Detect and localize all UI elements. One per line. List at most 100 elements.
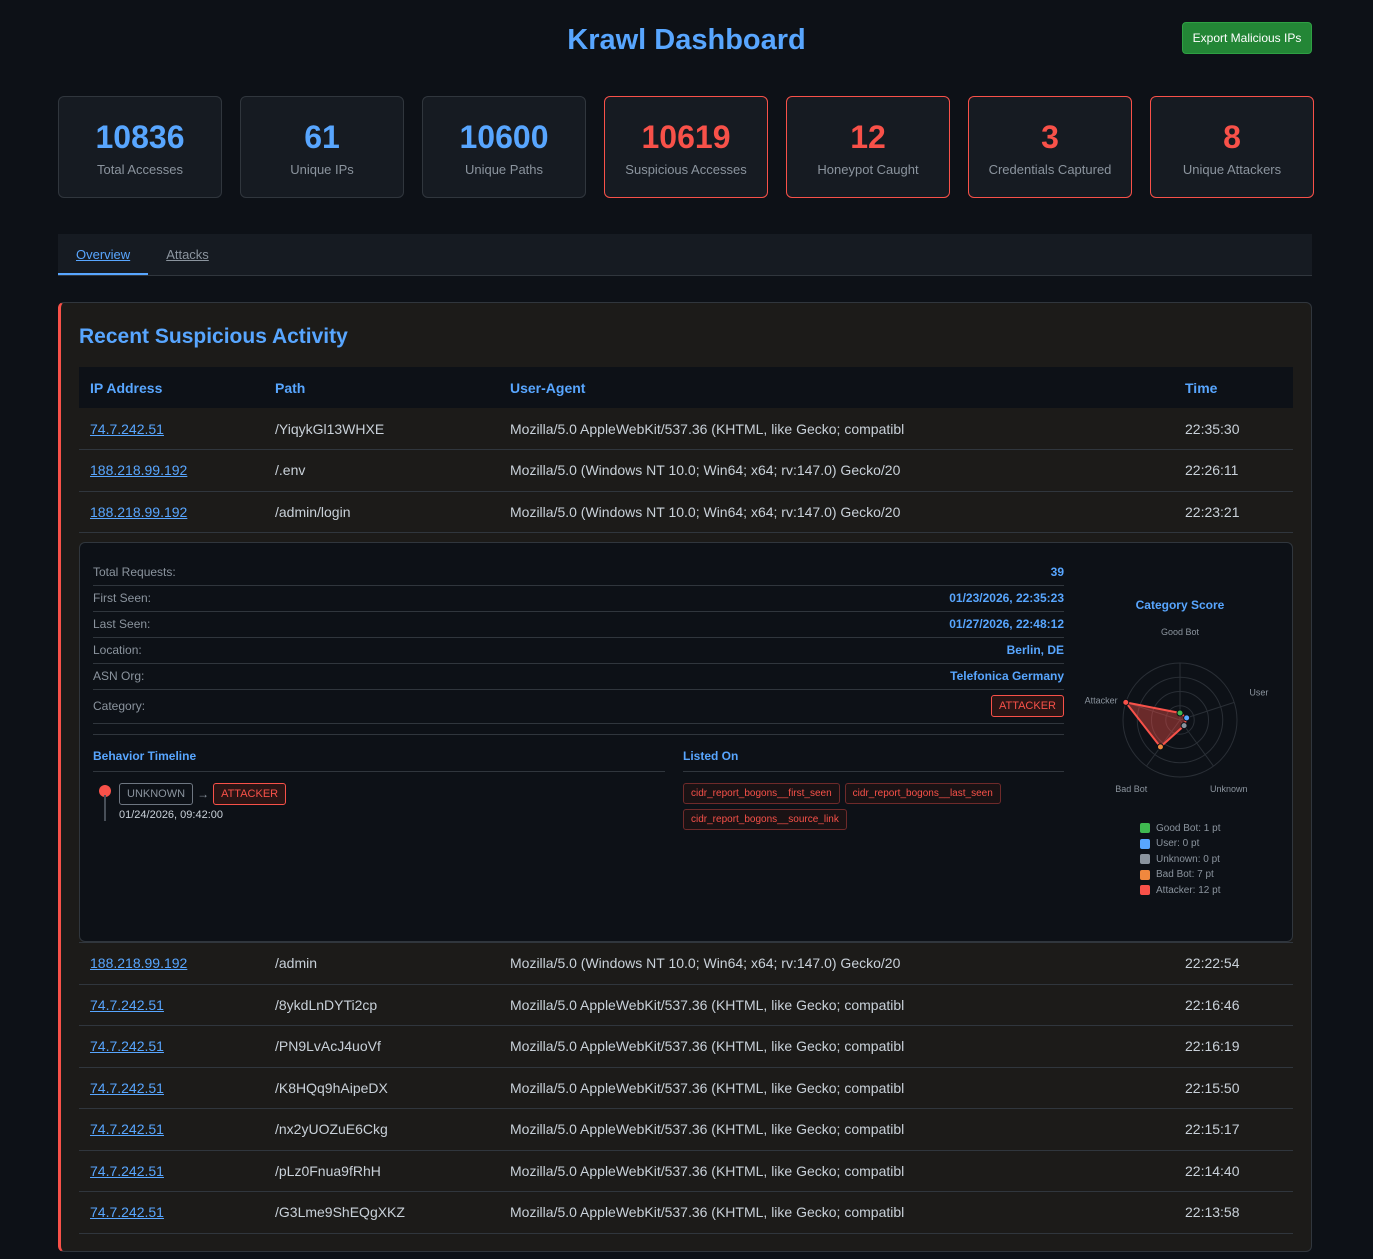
table-row[interactable]: 74.7.242.51/nx2yUOZuE6Ckg Mozilla/5.0 App…: [79, 1108, 1293, 1151]
path-cell: /admin/login: [264, 491, 499, 533]
time-cell: 22:13:58: [1174, 1191, 1293, 1234]
listed-tag: cidr_report_bogons__source_link: [683, 808, 847, 830]
field-value: 39: [1050, 565, 1064, 579]
time-cell: 22:14:40: [1174, 1150, 1293, 1192]
field-label: Location:: [93, 643, 142, 657]
table-row[interactable]: 74.7.242.51/pLz0Fnua9fRhH Mozilla/5.0 App…: [79, 1150, 1293, 1192]
stat-card: 10619 Suspicious Accesses: [604, 96, 768, 198]
stat-card: 12 Honeypot Caught: [786, 96, 950, 198]
tab-overview[interactable]: Overview: [58, 234, 149, 275]
ip-detail-panel: Total Requests: 39 First Seen: 01/23/2026,…: [79, 541, 1293, 942]
stat-label: Credentials Captured: [988, 162, 1112, 177]
ip-link[interactable]: 74.7.242.51: [90, 1038, 164, 1055]
user-agent-cell: Mozilla/5.0 AppleWebKit/537.36 (KHTML, l…: [499, 408, 1174, 450]
time-cell: 22:15:17: [1174, 1108, 1293, 1151]
path-cell: /PN9LvAcJ4uoVf: [264, 1025, 499, 1068]
divider: [93, 733, 1064, 735]
user-agent-cell: Mozilla/5.0 (Windows NT 10.0; Win64; x64…: [499, 491, 1174, 533]
time-cell: 22:26:11: [1174, 449, 1293, 492]
legend-swatch: [1140, 823, 1150, 834]
stat-label: Suspicious Accesses: [625, 162, 747, 177]
legend-swatch: [1140, 869, 1150, 880]
behavior-timeline-title: Behavior Timeline: [93, 749, 665, 772]
stat-value: 3: [1041, 119, 1059, 155]
radar-point-good-bot: [1176, 709, 1184, 716]
tab-bar: Overview Attacks: [58, 234, 1312, 276]
time-cell: 22:22:54: [1174, 942, 1293, 985]
user-agent-cell: Mozilla/5.0 AppleWebKit/537.36 (KHTML, l…: [499, 1108, 1174, 1151]
column-header-user-agent: User-Agent: [499, 367, 1174, 408]
table-row[interactable]: 188.218.99.192 /.env Mozilla/5.0 (Windows …: [79, 449, 1293, 492]
field-location: Location: Berlin, DE: [93, 638, 1064, 664]
ip-link[interactable]: 74.7.242.51: [90, 1121, 164, 1138]
table-row[interactable]: 74.7.242.51/YiqykGl13WHXE Mozilla/5.0 App…: [79, 408, 1293, 450]
ip-link[interactable]: 74.7.242.51: [90, 1204, 164, 1221]
field-label: ASN Org:: [93, 669, 145, 683]
table-row[interactable]: 74.7.242.51/G3Lme9ShEQgXKZ Mozilla/5.0 Ap…: [79, 1191, 1293, 1234]
field-label: Category:: [93, 699, 146, 713]
table-row[interactable]: 188.218.99.192/admin Mozilla/5.0 (Windows…: [79, 942, 1293, 985]
stat-value: 61: [304, 119, 340, 155]
path-cell: /8ykdLnDYTi2cp: [264, 984, 499, 1026]
ip-link[interactable]: 188.218.99.192: [90, 955, 188, 972]
ip-link[interactable]: 188.218.99.192: [90, 462, 188, 479]
radar-point-unknown: [1180, 721, 1188, 729]
stat-label: Unique IPs: [290, 162, 354, 177]
user-agent-cell: Mozilla/5.0 AppleWebKit/537.36 (KHTML, l…: [499, 1067, 1174, 1109]
ip-stats-list: Total Requests: 39 First Seen: 01/23/2026,…: [93, 560, 1064, 724]
user-agent-cell: Mozilla/5.0 AppleWebKit/537.36 (KHTML, l…: [499, 1191, 1174, 1234]
timeline-from-badge: UNKNOWN: [119, 782, 194, 805]
column-header-path: Path: [264, 367, 499, 408]
listed-tag: cidr_report_bogons__first_seen: [683, 782, 840, 804]
category-score-radar-chart: Category Score Good Bot User Unknown Bad Bot…: [1085, 598, 1269, 794]
radar-axis-label: Attacker: [1085, 695, 1118, 705]
radar-title: Category Score: [1136, 598, 1225, 612]
field-value: 01/23/2026, 22:35:23: [949, 591, 1064, 605]
legend-label: Good Bot: 1 pt: [1156, 822, 1221, 834]
recent-suspicious-activity-panel: Recent Suspicious Activity IP Address Pa…: [58, 302, 1312, 1252]
page-title: Krawl Dashboard: [567, 24, 806, 56]
export-malicious-ips-button[interactable]: Export Malicious IPs: [1182, 22, 1312, 54]
time-cell: 22:16:46: [1174, 984, 1293, 1026]
section-title: Recent Suspicious Activity: [79, 325, 348, 348]
field-last-seen: Last Seen: 01/27/2026, 22:48:12: [93, 612, 1064, 638]
arrow-icon: →: [197, 786, 210, 801]
time-cell: 22:16:19: [1174, 1025, 1293, 1068]
radar-score-area: [1123, 700, 1188, 748]
ip-link[interactable]: 74.7.242.51: [90, 1079, 164, 1096]
ip-link[interactable]: 74.7.242.51: [90, 420, 164, 437]
listed-on-tags: cidr_report_bogons__first_seen cidr_repo…: [683, 782, 1073, 830]
radar-point-bad-bot: [1156, 742, 1164, 750]
legend-label: Attacker: 12 pt: [1156, 884, 1221, 896]
ip-link[interactable]: 188.218.99.192: [90, 503, 188, 520]
table-row[interactable]: 74.7.242.51/8ykdLnDYTi2cp Mozilla/5.0 App…: [79, 984, 1293, 1026]
table-row[interactable]: 74.7.242.51/K8HQq9hAipeDX Mozilla/5.0 App…: [79, 1067, 1293, 1109]
legend-swatch: [1140, 838, 1150, 849]
stat-card: 10836 Total Accesses: [58, 96, 222, 198]
stat-value: 8: [1223, 119, 1241, 155]
field-label: Last Seen:: [93, 617, 151, 631]
path-cell: /K8HQq9hAipeDX: [264, 1067, 499, 1109]
table-row[interactable]: 74.7.242.51/PN9LvAcJ4uoVf Mozilla/5.0 App…: [79, 1025, 1293, 1068]
listed-tag: cidr_report_bogons__last_seen: [844, 782, 1001, 804]
field-value: Telefonica Germany: [950, 669, 1064, 683]
ip-link[interactable]: 74.7.242.51: [90, 996, 164, 1013]
radar-point-attacker: [1122, 698, 1130, 706]
timeline-dot-icon: [99, 784, 111, 797]
path-cell: /.env: [264, 449, 499, 492]
stat-label: Total Accesses: [97, 162, 183, 177]
stat-card: 10600 Unique Paths: [422, 96, 586, 198]
column-header-time: Time: [1174, 367, 1293, 408]
legend-item: Good Bot: 1 pt: [1140, 821, 1221, 837]
legend-item: Attacker: 12 pt: [1140, 883, 1221, 899]
path-cell: /G3Lme9ShEQgXKZ: [264, 1191, 499, 1234]
tab-attacks[interactable]: Attacks: [166, 247, 209, 262]
stat-value: 10600: [459, 119, 549, 155]
timeline-timestamp: 01/24/2026, 09:42:00: [119, 808, 223, 821]
table-row[interactable]: 188.218.99.192/admin/login Mozilla/5.0 (W…: [79, 491, 1293, 533]
legend-label: Bad Bot: 7 pt: [1156, 869, 1214, 881]
stats-row: 10836 Total Accesses 61 Unique IPs 10600 Uniq…: [58, 96, 1314, 198]
field-label: Total Requests:: [93, 565, 176, 579]
ip-link[interactable]: 74.7.242.51: [90, 1162, 164, 1179]
radar-legend: Good Bot: 1 pt User: 0 pt Unknown: 0 pt Bad…: [1140, 821, 1221, 899]
